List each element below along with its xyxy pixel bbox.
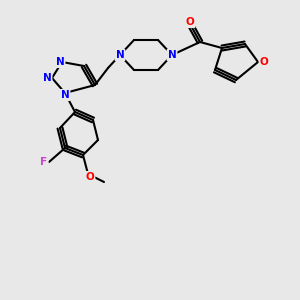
Text: O: O — [85, 172, 94, 182]
Text: N: N — [56, 57, 64, 67]
Text: O: O — [186, 17, 194, 27]
Text: F: F — [40, 157, 48, 167]
Text: N: N — [43, 73, 51, 83]
Text: N: N — [168, 50, 176, 60]
Text: N: N — [116, 50, 124, 60]
Text: O: O — [260, 57, 268, 67]
Text: N: N — [61, 90, 69, 100]
